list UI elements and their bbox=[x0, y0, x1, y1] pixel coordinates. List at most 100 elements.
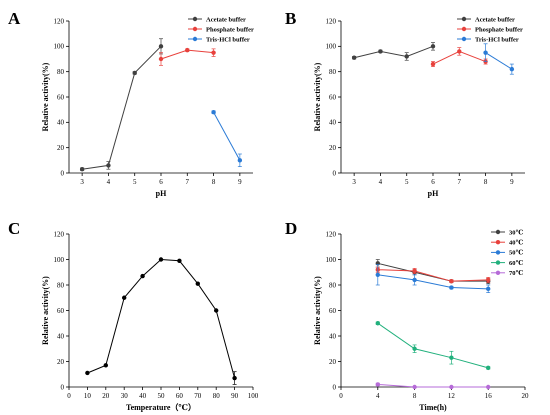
y-tick-label: 60 bbox=[329, 93, 337, 101]
data-point bbox=[351, 55, 357, 60]
data-point bbox=[483, 50, 488, 55]
series bbox=[85, 257, 237, 385]
y-tick-label: 80 bbox=[329, 68, 337, 76]
legend-label: 60℃ bbox=[509, 259, 524, 267]
data-point bbox=[486, 286, 491, 292]
data-point bbox=[211, 50, 216, 55]
y-axis-label: Relative activity(%) bbox=[41, 62, 50, 131]
x-tick-label: 3 bbox=[80, 178, 84, 186]
legend-swatch-marker bbox=[495, 260, 501, 265]
y-tick-label: 0 bbox=[333, 169, 337, 177]
y-tick-label: 0 bbox=[61, 383, 65, 391]
series: 60℃ bbox=[375, 259, 524, 371]
y-tick-label: 120 bbox=[54, 230, 65, 238]
y-tick-label: 80 bbox=[57, 68, 65, 76]
legend-swatch-marker bbox=[461, 16, 467, 22]
x-tick-label: 100 bbox=[248, 392, 259, 400]
series-line bbox=[354, 45, 434, 59]
x-tick-label: 4 bbox=[379, 178, 383, 186]
series: 40℃ bbox=[375, 239, 524, 284]
series-line bbox=[377, 262, 489, 282]
panel-letter: C bbox=[8, 219, 20, 238]
data-point bbox=[509, 66, 515, 72]
legend-swatch-marker bbox=[192, 26, 198, 32]
y-tick-label: 120 bbox=[326, 17, 337, 25]
y-tick-label: 100 bbox=[54, 256, 65, 264]
panel-letter: A bbox=[8, 9, 21, 28]
data-point bbox=[214, 308, 219, 313]
panel-b: B 0 20 40 60 80 100 120 3 4 5 6 7 8 9 pH Relative activi… bbox=[285, 9, 525, 198]
legend-swatch-marker bbox=[192, 16, 198, 22]
x-axis-label: Temperature（℃） bbox=[126, 402, 196, 412]
x-tick-label: 3 bbox=[352, 178, 356, 186]
data-point bbox=[185, 47, 190, 53]
legend-swatch-marker bbox=[461, 36, 467, 42]
y-tick-label: 100 bbox=[326, 43, 337, 51]
y-tick-label: 20 bbox=[57, 358, 65, 366]
y-tick-label: 0 bbox=[61, 169, 65, 177]
x-tick-label: 10 bbox=[84, 392, 92, 400]
series-line bbox=[377, 269, 489, 282]
data-point bbox=[85, 370, 90, 376]
panel-d: D 0 20 40 60 80 100 120 0 4 8 12 16 20 Time(h) Relative… bbox=[285, 219, 529, 412]
x-tick-label: 0 bbox=[339, 392, 343, 400]
series: Tris-HCl buffer bbox=[457, 36, 519, 75]
series-line bbox=[213, 111, 241, 161]
x-tick-label: 60 bbox=[176, 392, 184, 400]
series-line bbox=[377, 274, 489, 290]
data-point bbox=[457, 49, 462, 54]
panel-a: A 0 20 40 60 80 100 120 3 4 5 6 7 8 9 pH Relative activi… bbox=[8, 9, 254, 198]
data-point bbox=[449, 285, 454, 290]
panel-letter: B bbox=[285, 9, 296, 28]
x-tick-label: 9 bbox=[510, 178, 514, 186]
data-point bbox=[430, 44, 436, 49]
data-point bbox=[122, 295, 127, 300]
y-axis-label: Relative activity(%) bbox=[313, 276, 322, 345]
y-tick-label: 100 bbox=[326, 256, 337, 264]
x-tick-label: 30 bbox=[121, 392, 129, 400]
y-tick-label: 60 bbox=[57, 307, 65, 315]
x-tick-label: 8 bbox=[212, 178, 216, 186]
data-point bbox=[486, 277, 491, 283]
y-tick-label: 20 bbox=[329, 358, 337, 366]
x-tick-label: 4 bbox=[376, 392, 380, 400]
x-tick-label: 4 bbox=[107, 178, 111, 186]
data-point bbox=[132, 70, 137, 76]
y-axis-label: Relative activity(%) bbox=[313, 62, 322, 131]
x-tick-label: 8 bbox=[413, 392, 417, 400]
series: 70℃ bbox=[375, 269, 524, 390]
data-point bbox=[449, 384, 454, 390]
data-point bbox=[140, 273, 145, 279]
data-point bbox=[449, 355, 454, 360]
y-tick-label: 80 bbox=[57, 281, 65, 289]
data-point bbox=[486, 365, 491, 371]
series: 50℃ bbox=[375, 249, 524, 293]
data-point bbox=[79, 167, 85, 172]
y-tick-label: 100 bbox=[54, 43, 65, 51]
data-point bbox=[375, 382, 380, 387]
y-tick-label: 60 bbox=[329, 307, 337, 315]
data-point bbox=[106, 163, 111, 168]
legend-swatch-marker bbox=[495, 240, 501, 245]
series: Acetate buffer bbox=[351, 16, 515, 61]
data-point bbox=[404, 54, 409, 59]
data-point bbox=[412, 277, 417, 283]
legend-swatch-marker bbox=[192, 36, 198, 42]
series-line bbox=[485, 52, 513, 70]
x-tick-label: 8 bbox=[484, 178, 488, 186]
legend-label: Tris-HCl buffer bbox=[475, 36, 519, 43]
y-tick-label: 60 bbox=[57, 93, 65, 101]
x-tick-label: 12 bbox=[448, 392, 456, 400]
x-axis-label: pH bbox=[428, 189, 439, 198]
series-line bbox=[87, 258, 236, 379]
data-point bbox=[158, 56, 164, 62]
x-tick-label: 20 bbox=[102, 392, 110, 400]
x-tick-label: 5 bbox=[133, 178, 137, 186]
x-tick-label: 7 bbox=[458, 178, 462, 186]
y-tick-label: 20 bbox=[329, 144, 337, 152]
legend-swatch-marker bbox=[495, 270, 501, 275]
y-tick-label: 40 bbox=[329, 119, 337, 127]
x-tick-label: 70 bbox=[194, 392, 202, 400]
data-point bbox=[232, 375, 237, 381]
data-point bbox=[449, 278, 454, 284]
